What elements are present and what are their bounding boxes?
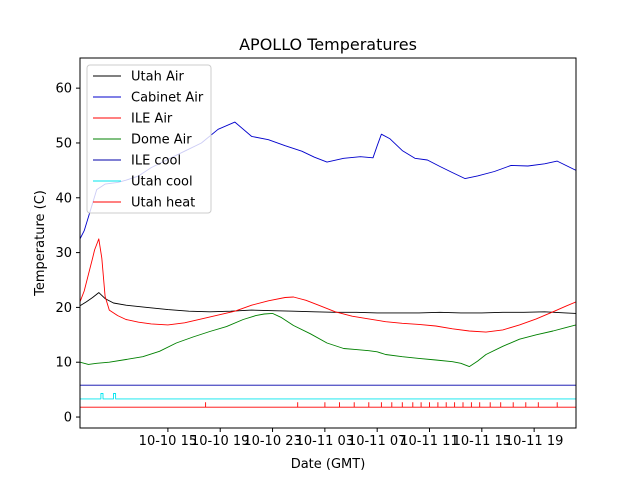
legend-entry-utah-cool: Utah cool [93, 175, 193, 190]
y-tick-label: 50 [55, 136, 72, 151]
legend-box [86, 64, 212, 214]
x-tick-label: 10-10 23 [243, 434, 301, 449]
series-line-utah-heat [80, 402, 576, 408]
legend-label: Dome Air [131, 133, 192, 148]
y-tick-label: 60 [55, 82, 72, 97]
x-axis-label: Date (GMT) [291, 457, 366, 472]
legend-label: ILE cool [131, 154, 181, 169]
series-line-ile-air [80, 238, 576, 333]
x-tick-label: 10-10 15 [139, 434, 197, 449]
series-line-dome-air [80, 312, 576, 368]
y-tick-label: 40 [55, 191, 72, 206]
chart-title: APOLLO Temperatures [239, 35, 417, 54]
y-tick-label: 0 [64, 411, 72, 426]
legend-label: Cabinet Air [131, 91, 204, 106]
series-line-utah-air [80, 292, 576, 314]
x-tick-label: 10-11 03 [296, 434, 354, 449]
y-axis-ticks: 0 10 20 30 40 50 60 [55, 82, 80, 426]
series-line-utah-cool [80, 393, 576, 400]
legend-entry-utah-heat: Utah heat [93, 196, 195, 211]
x-tick-label: 10-11 07 [348, 434, 406, 449]
x-tick-label: 10-11 19 [505, 434, 563, 449]
legend-label: Utah Air [131, 70, 184, 85]
legend-entry-ile-air: ILE Air [93, 112, 173, 127]
y-tick-label: 20 [55, 301, 72, 316]
x-tick-label: 10-11 15 [453, 434, 511, 449]
legend-label: Utah cool [131, 175, 193, 190]
legend-entry-cabinet-air: Cabinet Air [93, 91, 204, 106]
legend-entry-ile-cool: ILE cool [93, 154, 181, 169]
legend-label: ILE Air [131, 112, 173, 127]
y-tick-label: 10 [55, 356, 72, 371]
y-tick-label: 30 [55, 246, 72, 261]
plot-area-frame [79, 57, 577, 429]
x-tick-label: 10-11 11 [400, 434, 458, 449]
x-tick-label: 10-10 19 [191, 434, 249, 449]
legend-entry-utah-air: Utah Air [93, 70, 184, 85]
y-axis-label: Temperature (C) [33, 190, 48, 297]
legend-label: Utah heat [131, 196, 195, 211]
legend-entry-dome-air: Dome Air [93, 133, 192, 148]
legend: Utah Air Cabinet Air ILE Air Dome Air ILE co… [86, 64, 212, 214]
